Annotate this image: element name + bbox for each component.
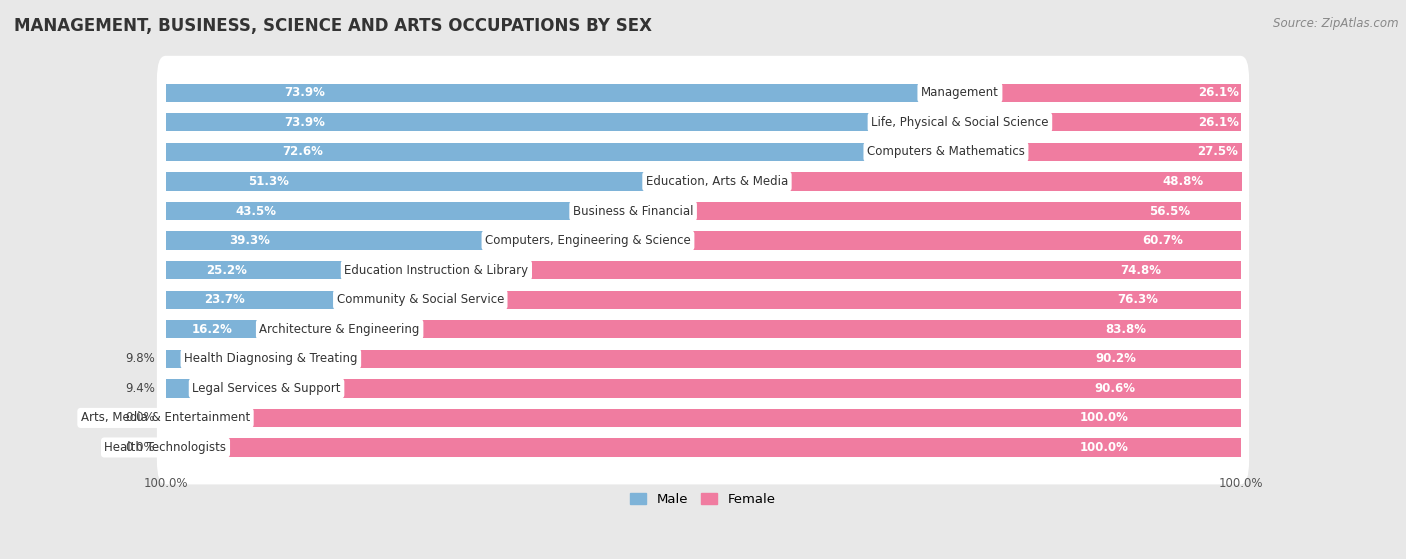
Text: Life, Physical & Social Science: Life, Physical & Social Science xyxy=(872,116,1049,129)
Text: Education Instruction & Library: Education Instruction & Library xyxy=(344,264,529,277)
Text: 43.5%: 43.5% xyxy=(236,205,277,217)
Text: 74.8%: 74.8% xyxy=(1121,264,1161,277)
Bar xyxy=(340,320,1240,338)
Text: Arts, Media & Entertainment: Arts, Media & Entertainment xyxy=(82,411,250,424)
Text: 39.3%: 39.3% xyxy=(229,234,270,247)
Text: 76.3%: 76.3% xyxy=(1118,293,1159,306)
Bar xyxy=(436,261,1240,280)
Text: 23.7%: 23.7% xyxy=(204,293,245,306)
Text: Health Technologists: Health Technologists xyxy=(104,441,226,454)
Bar xyxy=(166,113,960,131)
Bar xyxy=(166,438,1240,457)
FancyBboxPatch shape xyxy=(157,233,1249,307)
Bar xyxy=(717,172,1241,191)
Text: Legal Services & Support: Legal Services & Support xyxy=(193,382,340,395)
Text: Community & Social Service: Community & Social Service xyxy=(336,293,503,306)
FancyBboxPatch shape xyxy=(157,381,1249,455)
Text: 90.6%: 90.6% xyxy=(1094,382,1136,395)
Text: 100.0%: 100.0% xyxy=(1080,411,1128,424)
Text: 90.2%: 90.2% xyxy=(1095,352,1136,365)
Bar xyxy=(633,202,1240,220)
Bar xyxy=(166,320,340,338)
Text: Architecture & Engineering: Architecture & Engineering xyxy=(260,323,420,336)
Text: 48.8%: 48.8% xyxy=(1163,175,1204,188)
Text: Computers & Mathematics: Computers & Mathematics xyxy=(868,145,1025,158)
Bar xyxy=(166,143,946,161)
Bar xyxy=(166,172,717,191)
Bar xyxy=(960,84,1240,102)
Bar xyxy=(960,113,1240,131)
Text: Business & Financial: Business & Financial xyxy=(572,205,693,217)
Text: 0.0%: 0.0% xyxy=(125,441,155,454)
Text: Education, Arts & Media: Education, Arts & Media xyxy=(645,175,789,188)
FancyBboxPatch shape xyxy=(157,263,1249,337)
FancyBboxPatch shape xyxy=(157,144,1249,219)
Text: 16.2%: 16.2% xyxy=(191,323,232,336)
FancyBboxPatch shape xyxy=(157,352,1249,425)
Legend: Male, Female: Male, Female xyxy=(626,487,780,511)
FancyBboxPatch shape xyxy=(157,174,1249,248)
Text: 73.9%: 73.9% xyxy=(284,116,326,129)
Bar xyxy=(588,231,1240,250)
Text: 100.0%: 100.0% xyxy=(1080,441,1128,454)
Bar xyxy=(946,143,1241,161)
Text: Management: Management xyxy=(921,86,998,100)
Text: 83.8%: 83.8% xyxy=(1105,323,1146,336)
Text: 56.5%: 56.5% xyxy=(1149,205,1191,217)
Bar xyxy=(166,231,588,250)
Text: 26.1%: 26.1% xyxy=(1198,86,1239,100)
Bar xyxy=(166,84,960,102)
Text: MANAGEMENT, BUSINESS, SCIENCE AND ARTS OCCUPATIONS BY SEX: MANAGEMENT, BUSINESS, SCIENCE AND ARTS O… xyxy=(14,17,652,35)
Text: 51.3%: 51.3% xyxy=(249,175,290,188)
Text: 25.2%: 25.2% xyxy=(207,264,247,277)
Text: 72.6%: 72.6% xyxy=(283,145,323,158)
Bar xyxy=(166,379,267,397)
Bar xyxy=(420,291,1240,309)
Bar xyxy=(166,409,1240,427)
Bar xyxy=(166,291,420,309)
FancyBboxPatch shape xyxy=(157,115,1249,189)
Bar xyxy=(271,349,1240,368)
Text: 26.1%: 26.1% xyxy=(1198,116,1239,129)
FancyBboxPatch shape xyxy=(157,410,1249,485)
Text: 73.9%: 73.9% xyxy=(284,86,326,100)
Bar xyxy=(166,202,633,220)
Text: 60.7%: 60.7% xyxy=(1143,234,1184,247)
Text: 9.8%: 9.8% xyxy=(125,352,155,365)
Text: 27.5%: 27.5% xyxy=(1198,145,1239,158)
Text: Health Diagnosing & Treating: Health Diagnosing & Treating xyxy=(184,352,357,365)
Text: 0.0%: 0.0% xyxy=(125,411,155,424)
Text: 9.4%: 9.4% xyxy=(125,382,155,395)
Bar xyxy=(267,379,1240,397)
FancyBboxPatch shape xyxy=(157,86,1249,159)
Text: Computers, Engineering & Science: Computers, Engineering & Science xyxy=(485,234,690,247)
Bar xyxy=(166,261,436,280)
FancyBboxPatch shape xyxy=(157,203,1249,277)
FancyBboxPatch shape xyxy=(157,322,1249,396)
FancyBboxPatch shape xyxy=(157,292,1249,366)
Text: Source: ZipAtlas.com: Source: ZipAtlas.com xyxy=(1274,17,1399,30)
FancyBboxPatch shape xyxy=(157,56,1249,130)
Bar xyxy=(166,349,271,368)
